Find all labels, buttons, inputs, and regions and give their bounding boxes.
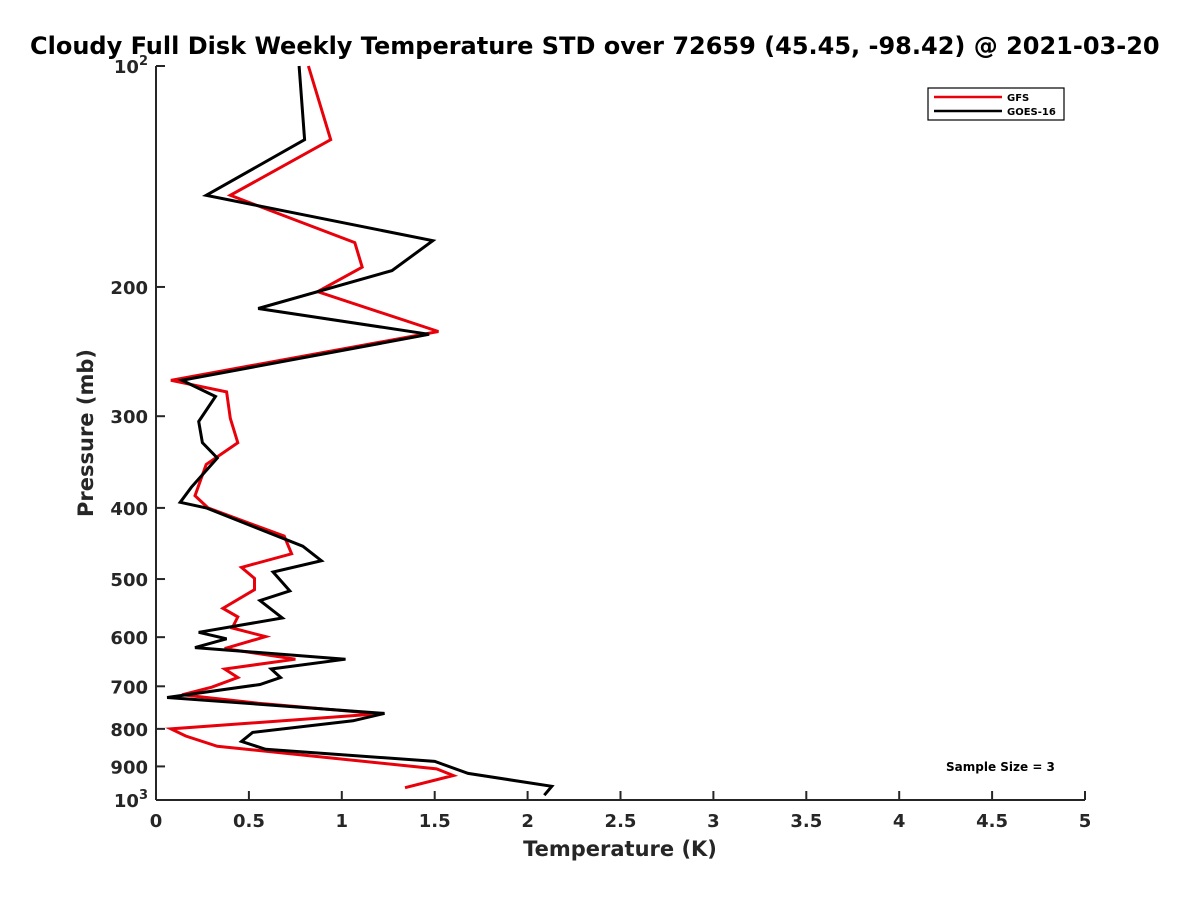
y-tick-label: 200 bbox=[110, 278, 148, 299]
y-tick-label-base: 10 bbox=[114, 791, 139, 812]
y-tick-label: 400 bbox=[110, 499, 148, 520]
y-tick-label: 500 bbox=[110, 570, 148, 591]
legend-label-goes: GOES-16 bbox=[1007, 107, 1056, 118]
x-tick-label: 0 bbox=[150, 811, 163, 832]
y-tick-label: 103 bbox=[114, 788, 148, 812]
y-tick-label-base: 800 bbox=[110, 720, 148, 741]
y-tick-label-exponent: 2 bbox=[139, 54, 148, 69]
series-line-goes-16 bbox=[166, 65, 555, 797]
y-tick-label: 600 bbox=[110, 628, 148, 649]
plot-series bbox=[165, 65, 555, 797]
x-tick-label: 3.5 bbox=[790, 811, 822, 832]
y-tick-label-base: 500 bbox=[110, 570, 148, 591]
x-tick-label: 2 bbox=[521, 811, 534, 832]
legend-box bbox=[927, 87, 1065, 121]
y-tick-label-exponent: 3 bbox=[139, 788, 148, 803]
y-tick-label-base: 400 bbox=[110, 499, 148, 520]
x-tick-label: 3 bbox=[707, 811, 720, 832]
y-tick-label-base: 600 bbox=[110, 628, 148, 649]
y-tick-label-base: 200 bbox=[110, 278, 148, 299]
x-axis-label: Temperature (K) bbox=[523, 837, 717, 861]
y-tick-label: 700 bbox=[110, 677, 148, 698]
y-tick-label-base: 900 bbox=[110, 757, 148, 778]
x-tick-label: 1.5 bbox=[419, 811, 451, 832]
legend-label-gfs: GFS bbox=[1007, 93, 1029, 104]
x-tick-label: 0.5 bbox=[233, 811, 265, 832]
plot-axes bbox=[155, 65, 1086, 801]
y-axis-label: Pressure (mb) bbox=[74, 349, 98, 517]
y-tick-label-base: 700 bbox=[110, 677, 148, 698]
x-tick-label: 1 bbox=[336, 811, 349, 832]
legend: GFS GOES-16 bbox=[927, 87, 1065, 121]
chart-title: Cloudy Full Disk Weekly Temperature STD … bbox=[30, 32, 1160, 60]
x-tick-label: 5 bbox=[1079, 811, 1092, 832]
y-tick-label: 102 bbox=[114, 54, 148, 78]
y-tick-label: 300 bbox=[110, 407, 148, 428]
x-tick-label: 4 bbox=[893, 811, 906, 832]
y-tick-label: 800 bbox=[110, 720, 148, 741]
y-tick-label: 900 bbox=[110, 757, 148, 778]
sample-size-annotation: Sample Size = 3 bbox=[946, 760, 1055, 774]
x-tick-label: 4.5 bbox=[976, 811, 1008, 832]
y-tick-label-base: 300 bbox=[110, 407, 148, 428]
y-tick-label-base: 10 bbox=[114, 57, 139, 78]
x-tick-label: 2.5 bbox=[605, 811, 637, 832]
tick-labels: 0 0.5 1 1.5 2 2.5 3 3.5 4 4.5 51022003004005006007… bbox=[110, 54, 1091, 832]
